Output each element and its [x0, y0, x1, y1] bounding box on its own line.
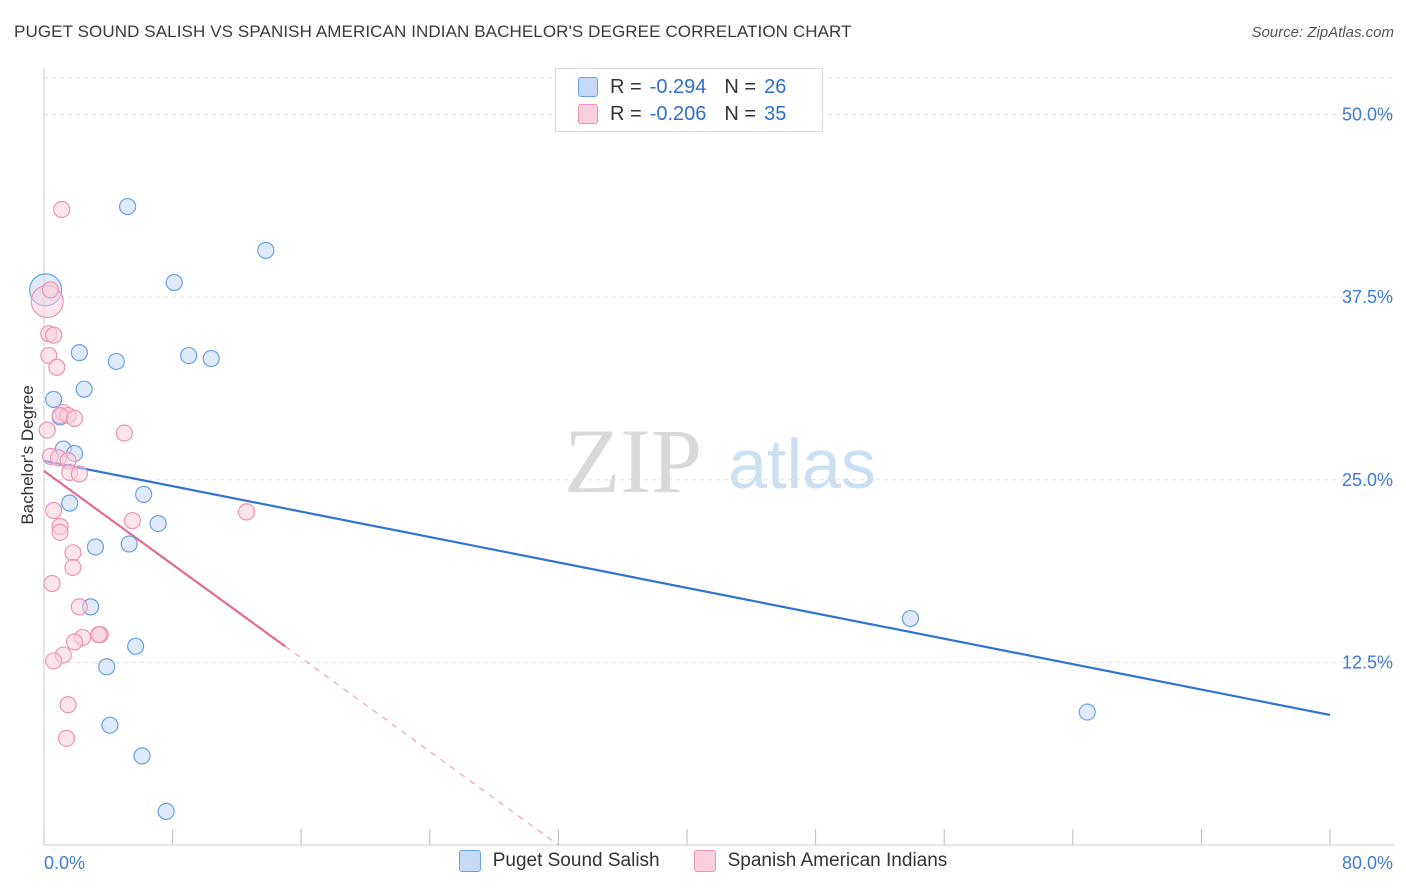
point-spanish-american	[59, 696, 77, 714]
point-salish	[157, 802, 175, 820]
legend-row-spanish-american: R = -0.206 N = 35	[578, 102, 786, 126]
point-spanish-american	[65, 409, 84, 428]
trend-line-spanish-american	[43, 470, 286, 648]
y-tick-label: 37.5%	[1342, 287, 1393, 307]
point-salish	[135, 485, 153, 503]
legend-n-label: N =	[724, 75, 757, 98]
point-spanish-american	[90, 626, 108, 644]
point-salish	[86, 538, 105, 556]
chart-title: PUGET SOUND SALISH VS SPANISH AMERICAN I…	[14, 22, 852, 41]
watermark: ZIP atlas	[564, 410, 876, 512]
point-spanish-american	[51, 406, 69, 425]
series-name-spanish-american: Spanish American Indians	[727, 850, 948, 871]
point-salish	[1078, 703, 1096, 721]
legend-row-salish: R = -0.294 N = 26	[578, 75, 786, 99]
point-spanish-american	[70, 465, 88, 483]
point-spanish-american	[45, 501, 63, 520]
legend-swatch-salish	[578, 77, 598, 97]
point-salish	[127, 637, 145, 655]
watermark-zip: ZIP	[564, 410, 702, 512]
axes	[43, 68, 1394, 846]
point-spanish-american	[40, 346, 58, 365]
point-salish	[118, 197, 137, 216]
correlation-legend: R = -0.294 N = 26 R = -0.206 N = 35	[555, 68, 823, 132]
legend-n-value: 26	[764, 75, 787, 98]
point-salish	[202, 349, 220, 368]
series-legend: Puget Sound Salish Spanish American Indi…	[0, 850, 1406, 872]
point-spanish-american	[64, 558, 82, 577]
point-salish	[180, 346, 198, 365]
series-swatch-salish	[458, 850, 481, 872]
y-tick-label: 50.0%	[1342, 105, 1393, 125]
legend-r-value: -0.294	[649, 75, 707, 98]
point-spanish-american	[45, 652, 63, 670]
series-name-salish: Puget Sound Salish	[492, 850, 660, 871]
point-salish	[133, 747, 151, 765]
series-legend-salish: Puget Sound Salish	[458, 850, 660, 872]
y-axis-label: Bachelor's Degree	[18, 385, 37, 525]
point-salish	[45, 390, 63, 409]
x-tick-label: 0.0%	[44, 853, 85, 873]
point-spanish-american	[48, 358, 66, 376]
point-spanish-american	[45, 326, 63, 344]
y-tick-label: 25.0%	[1342, 470, 1393, 490]
data-points	[29, 197, 1096, 820]
gridlines	[44, 77, 1394, 663]
point-salish	[901, 609, 920, 628]
point-salish	[70, 344, 88, 362]
point-spanish-american	[70, 598, 88, 616]
legend-r-value: -0.206	[649, 102, 707, 125]
point-salish	[165, 273, 183, 292]
point-salish	[107, 352, 125, 371]
point-spanish-american	[123, 512, 142, 530]
x-tick-label: 80.0%	[1342, 853, 1393, 873]
trend-line-spanish-american-extension	[284, 645, 559, 846]
point-spanish-american	[237, 503, 256, 521]
point-spanish-american	[43, 574, 61, 593]
point-salish	[101, 716, 119, 734]
watermark-atlas: atlas	[728, 425, 876, 503]
series-swatch-spanish-american	[693, 850, 716, 872]
trend-lines	[43, 459, 1331, 846]
point-spanish-american	[65, 633, 84, 651]
trend-line-salish	[43, 459, 1331, 717]
point-spanish-american	[38, 421, 56, 439]
point-spanish-american	[64, 544, 82, 562]
point-salish	[98, 658, 116, 676]
source-label: Source: ZipAtlas.com	[1251, 24, 1394, 41]
point-salish	[257, 241, 275, 259]
point-salish	[120, 535, 138, 553]
tick-labels: 12.5% 25.0% 37.5% 50.0% 0.0% 80.0%	[44, 105, 1393, 873]
legend-n-label: N =	[724, 102, 757, 125]
legend-n-value: 35	[764, 102, 787, 125]
legend-r-label: R =	[610, 75, 642, 98]
point-spanish-american	[41, 281, 60, 299]
legend-r-label: R =	[610, 102, 642, 125]
point-salish	[149, 514, 167, 533]
point-spanish-american	[115, 424, 133, 442]
point-spanish-american	[53, 200, 71, 219]
point-salish	[61, 494, 79, 512]
point-spanish-american	[51, 523, 69, 541]
series-legend-spanish-american: Spanish American Indians	[693, 850, 948, 872]
y-tick-label: 12.5%	[1342, 652, 1393, 672]
legend-swatch-spanish-american	[578, 104, 598, 124]
point-spanish-american	[57, 729, 76, 747]
point-salish	[75, 380, 93, 398]
